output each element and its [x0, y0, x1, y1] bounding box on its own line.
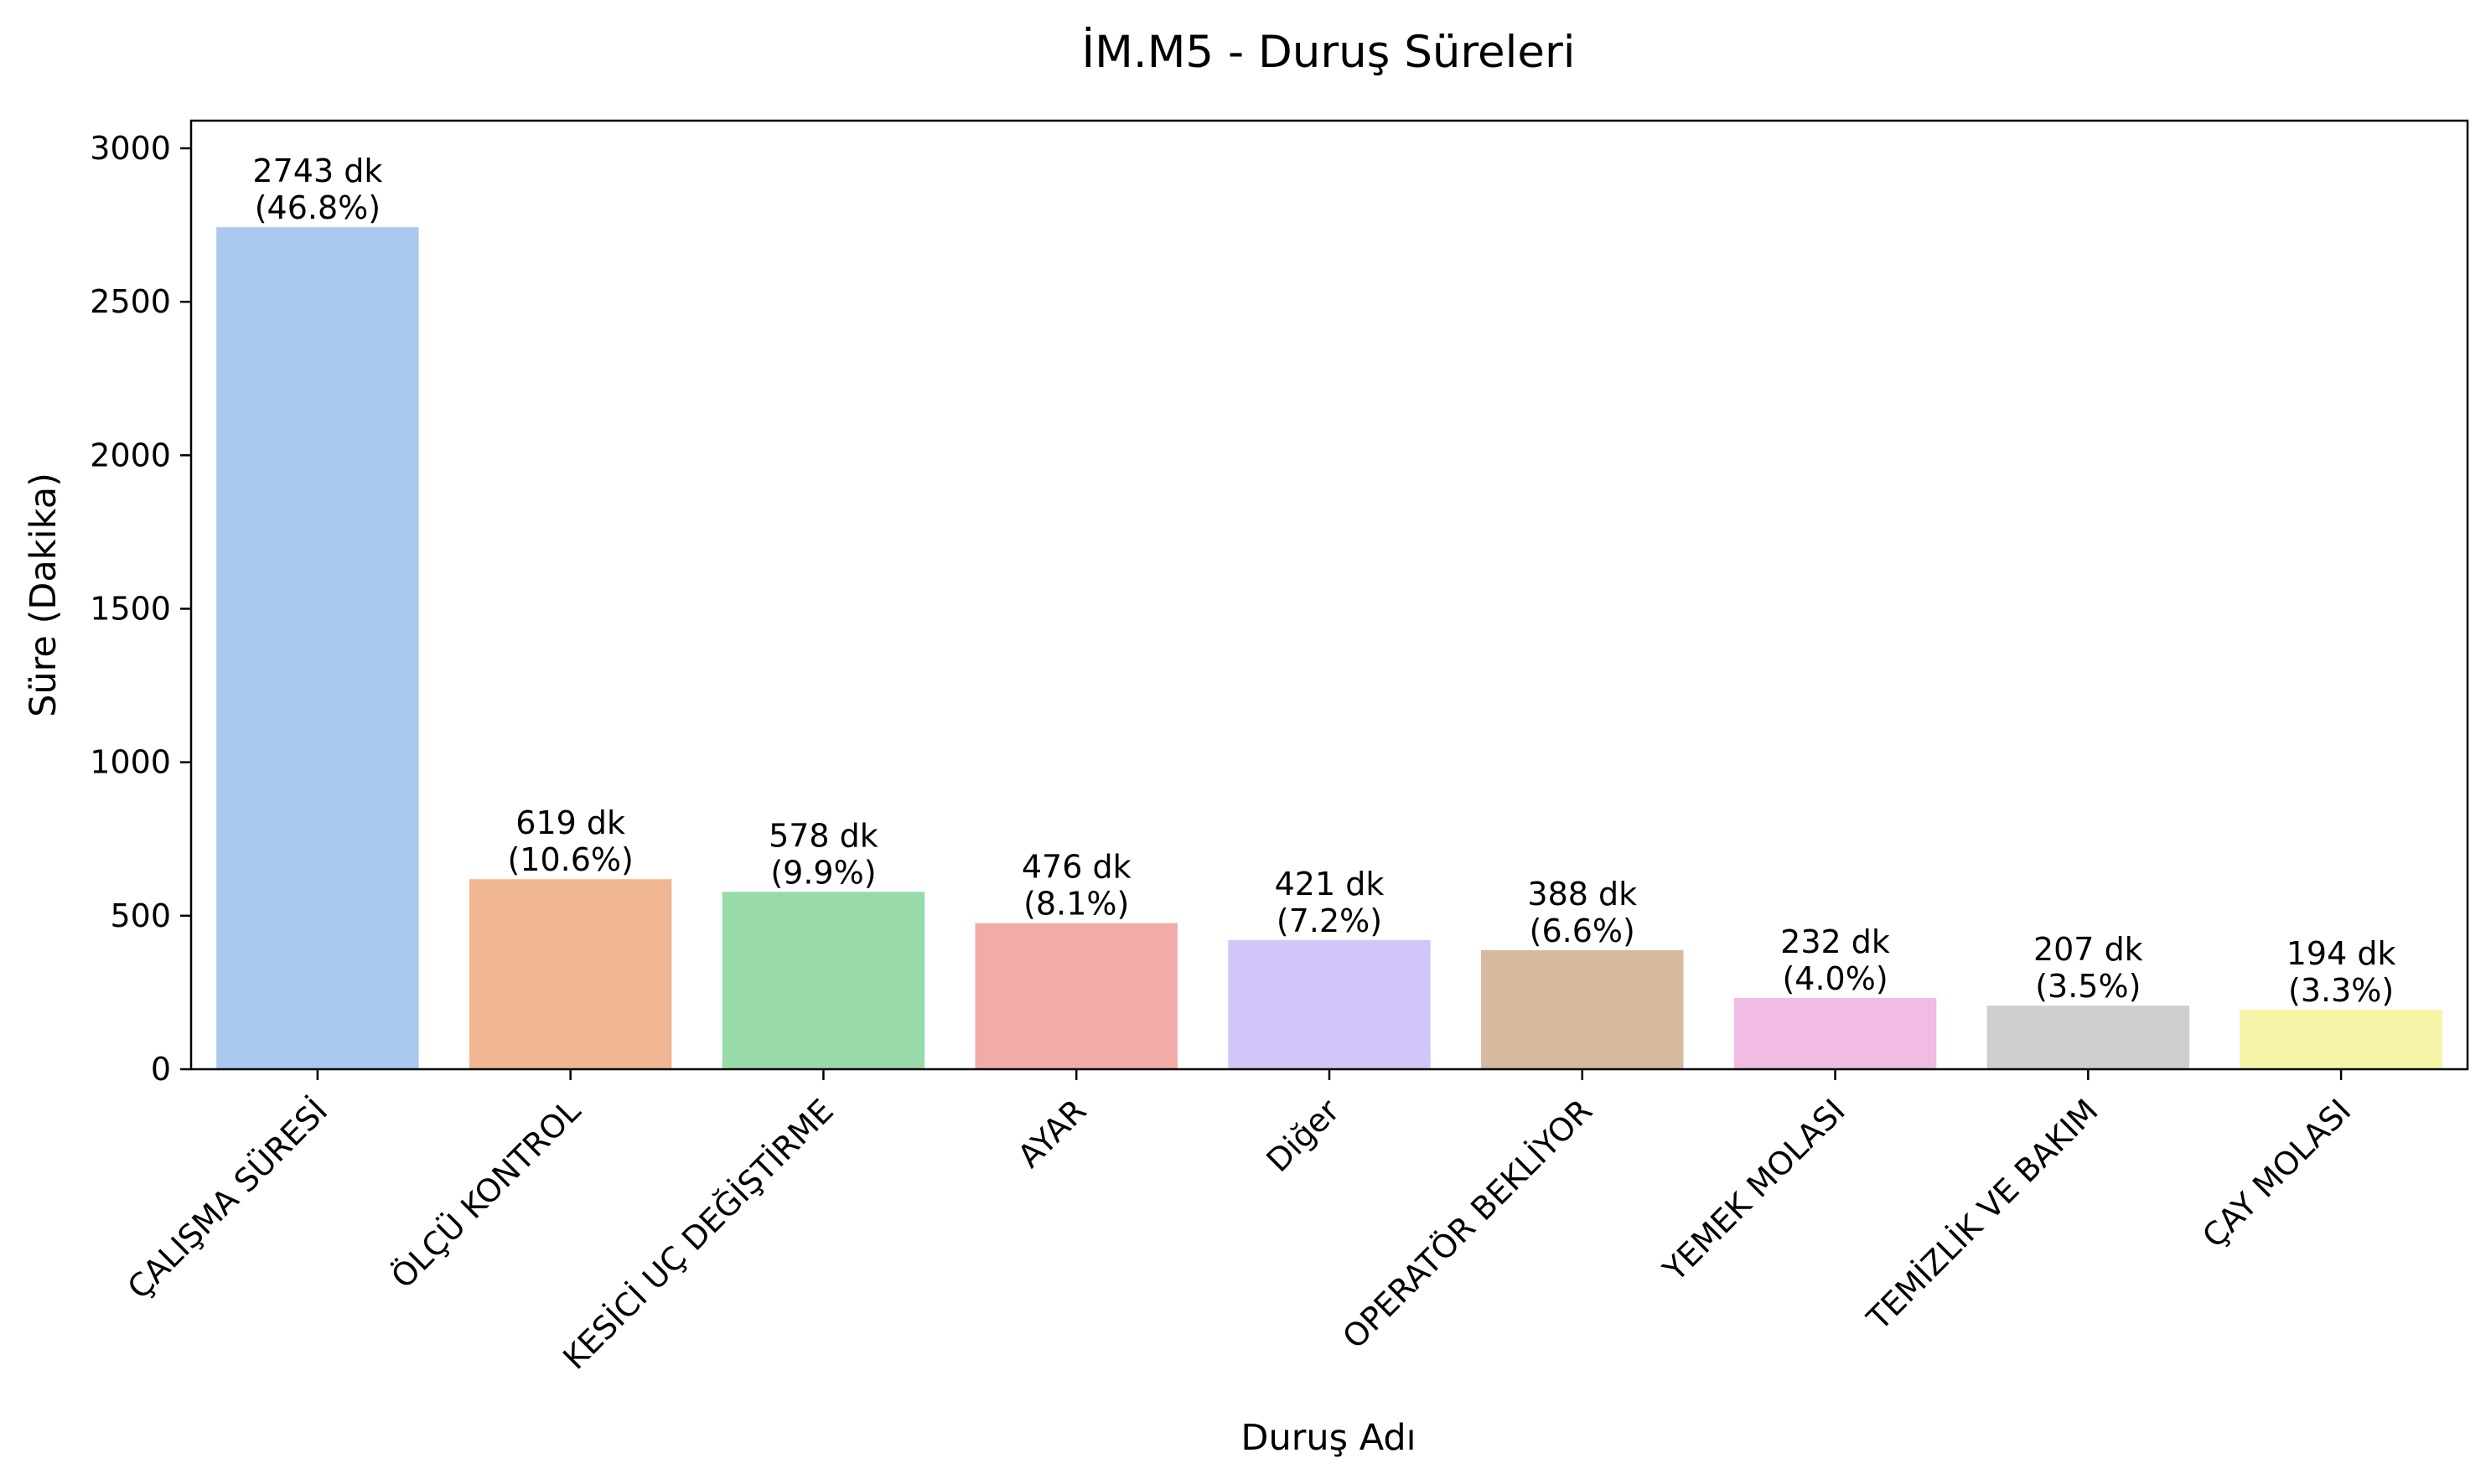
bar-percent-label: (3.5%) — [2035, 968, 2141, 1005]
bar — [469, 879, 672, 1069]
bar-value-label: 476 dk — [1022, 849, 1132, 886]
bar — [2240, 1009, 2442, 1069]
x-tick-label: ÇALIŞMA SÜRESİ — [121, 1092, 335, 1306]
bar-percent-label: (3.3%) — [2288, 972, 2394, 1009]
bar-value-label: 232 dk — [1780, 923, 1890, 960]
bar — [1733, 998, 1937, 1069]
x-tick-label: KESİCİ UÇ DEĞİŞTİRME — [556, 1092, 841, 1377]
bar-value-label: 388 dk — [1527, 876, 1637, 913]
x-tick-label: OPERATÖR BEKLİYOR — [1335, 1092, 1599, 1356]
y-tick-label: 3000 — [90, 130, 171, 167]
y-axis-label: Süre (Dakika) — [23, 473, 65, 717]
x-tick-label: YEMEK MOLASI — [1655, 1092, 1852, 1289]
bars-group — [216, 227, 2442, 1069]
data-labels-group: 2743 dk(46.8%) 619 dk(10.6%) 578 dk(9.9%) 4… — [252, 153, 2395, 1009]
chart-title: İM.M5 - Duruş Süreleri — [1081, 26, 1575, 78]
bar — [975, 923, 1178, 1069]
x-axis-label: Duruş Adı — [1240, 1417, 1416, 1459]
y-axis: 0 500 1000 1500 2000 2500 3000 — [90, 130, 191, 1088]
bar-value-label: 619 dk — [515, 804, 625, 841]
y-tick-label: 2000 — [90, 437, 171, 473]
bar — [1481, 949, 1684, 1069]
y-tick-label: 0 — [151, 1051, 171, 1088]
bar-percent-label: (8.1%) — [1023, 886, 1129, 923]
y-tick-label: 1500 — [90, 590, 171, 627]
bar-percent-label: (9.9%) — [770, 854, 876, 891]
bar-percent-label: (6.6%) — [1530, 913, 1635, 949]
y-tick-label: 500 — [110, 897, 171, 934]
x-tick-label: ÇAY MOLASI — [2195, 1092, 2358, 1254]
bar-percent-label: (7.2%) — [1277, 902, 1382, 939]
x-tick-label: AYAR — [1011, 1092, 1094, 1175]
x-tick-label: Diğer — [1259, 1092, 1346, 1179]
bar — [1228, 939, 1431, 1069]
bar — [216, 227, 419, 1069]
y-tick-label: 1000 — [90, 744, 171, 781]
bar-percent-label: (10.6%) — [507, 841, 633, 878]
bar-value-label: 578 dk — [769, 817, 878, 854]
bar-value-label: 194 dk — [2286, 935, 2396, 972]
bar-value-label: 421 dk — [1275, 866, 1385, 902]
bar-percent-label: (46.8%) — [255, 189, 381, 226]
bar-percent-label: (4.0%) — [1782, 960, 1888, 997]
bar-value-label: 207 dk — [2033, 931, 2143, 968]
bar-value-label: 2743 dk — [252, 153, 382, 189]
y-tick-label: 2500 — [90, 283, 171, 320]
x-tick-label: ÖLÇÜ KONTROL — [384, 1092, 588, 1295]
bar — [722, 892, 925, 1069]
x-tick-label: TEMİZLİK VE BAKIM — [1859, 1092, 2105, 1337]
bar — [1986, 1006, 2190, 1069]
